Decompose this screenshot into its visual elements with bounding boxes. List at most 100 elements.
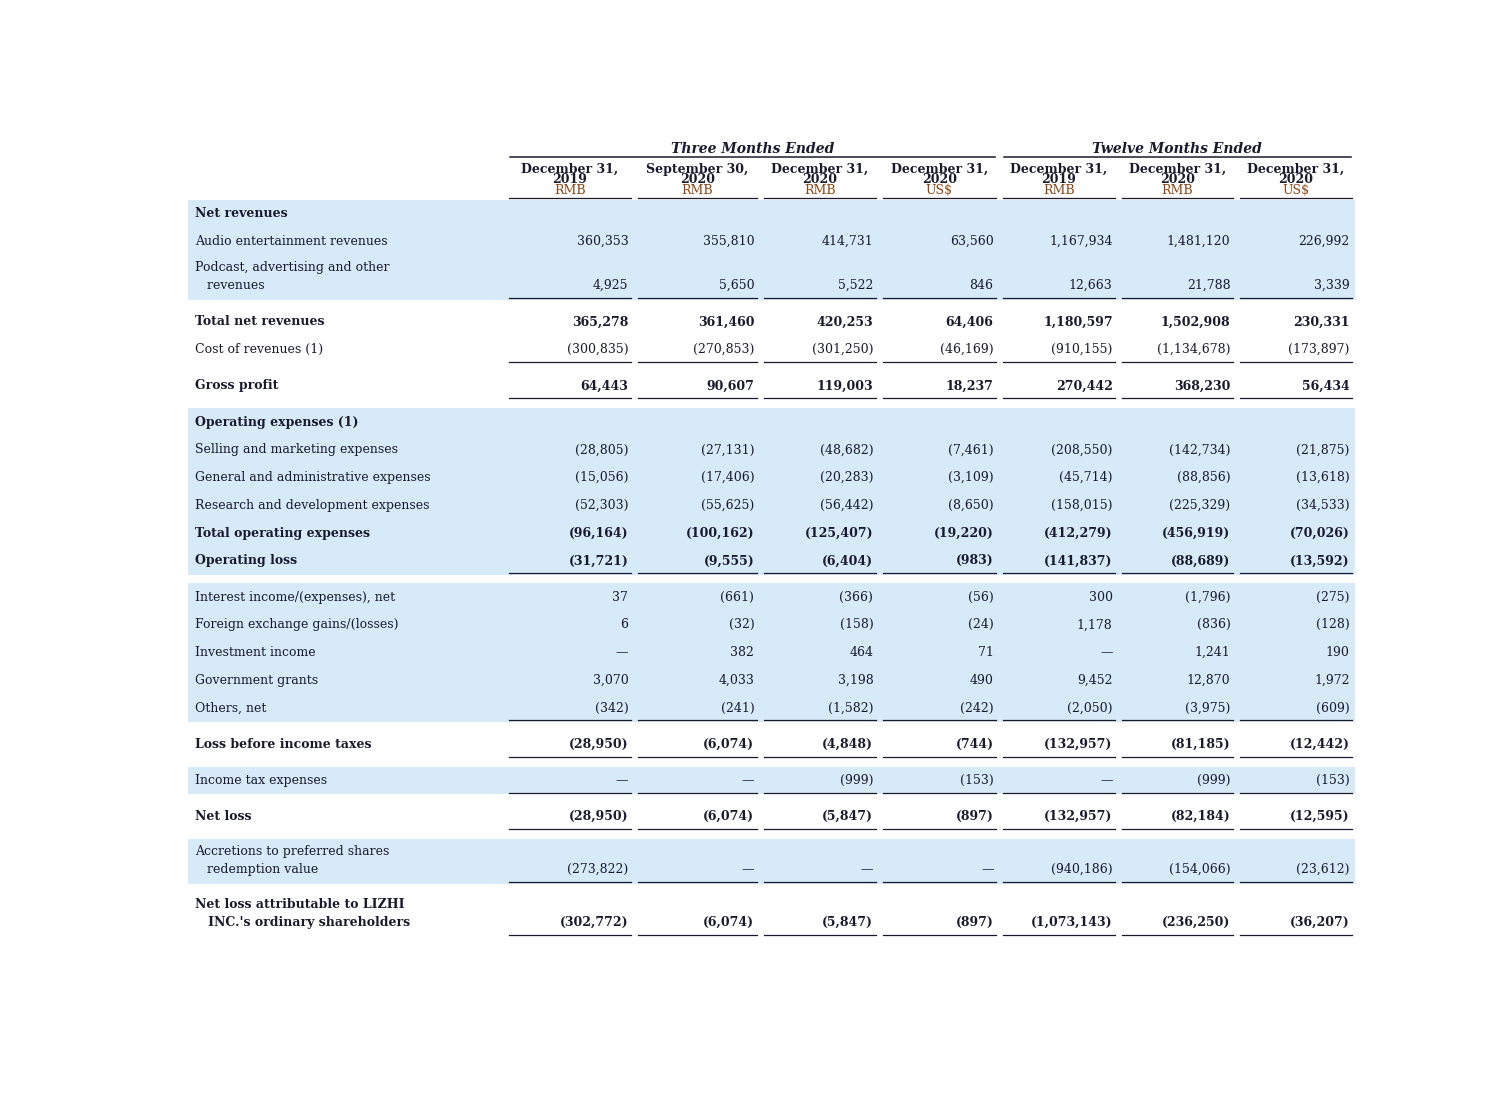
Bar [188, 892, 1355, 936]
Text: (910,155): (910,155) [1051, 344, 1113, 357]
Bar [188, 520, 1355, 547]
Text: Loss before income taxes: Loss before income taxes [196, 737, 372, 750]
Text: (4,848): (4,848) [822, 737, 873, 750]
Text: —: — [861, 863, 873, 876]
Text: Total net revenues: Total net revenues [196, 315, 325, 328]
Text: 5,522: 5,522 [837, 279, 873, 292]
Text: (28,950): (28,950) [569, 737, 628, 750]
Text: (142,734): (142,734) [1169, 443, 1230, 456]
Text: (6,074): (6,074) [703, 811, 755, 823]
Text: 382: 382 [730, 647, 755, 659]
Text: (12,595): (12,595) [1291, 811, 1349, 823]
Text: (836): (836) [1197, 618, 1230, 631]
Text: revenues: revenues [196, 279, 265, 292]
Text: (15,056): (15,056) [575, 472, 628, 485]
Text: (154,066): (154,066) [1169, 863, 1230, 876]
Text: Investment income: Investment income [196, 647, 316, 659]
Text: (273,822): (273,822) [568, 863, 628, 876]
Text: (28,950): (28,950) [569, 811, 628, 823]
Bar [188, 547, 1355, 574]
Text: 1,241: 1,241 [1194, 647, 1230, 659]
Text: —: — [742, 863, 755, 876]
Text: Audio entertainment revenues: Audio entertainment revenues [196, 234, 389, 247]
Text: (31,721): (31,721) [568, 555, 628, 568]
Text: (270,853): (270,853) [693, 344, 755, 357]
Text: Foreign exchange gains/(losses): Foreign exchange gains/(losses) [196, 618, 399, 631]
Text: (158,015): (158,015) [1051, 499, 1113, 512]
Text: Research and development expenses: Research and development expenses [196, 499, 429, 512]
Text: (275): (275) [1316, 591, 1349, 604]
Text: (1,796): (1,796) [1185, 591, 1230, 604]
Text: 64,443: 64,443 [580, 380, 628, 393]
Text: 365,278: 365,278 [572, 315, 628, 328]
Text: (70,026): (70,026) [1289, 526, 1349, 539]
Bar [188, 491, 1355, 520]
Text: (100,162): (100,162) [685, 526, 755, 539]
Bar [188, 767, 1355, 794]
Text: Twelve Months Ended: Twelve Months Ended [1092, 142, 1262, 156]
Text: (48,682): (48,682) [819, 443, 873, 456]
Text: (13,592): (13,592) [1291, 555, 1349, 568]
Text: (412,279): (412,279) [1044, 526, 1113, 539]
Text: (56): (56) [968, 591, 994, 604]
Bar [188, 695, 1355, 722]
Bar [188, 336, 1355, 363]
Text: (13,618): (13,618) [1295, 472, 1349, 485]
Text: 360,353: 360,353 [577, 234, 628, 247]
Text: (153): (153) [1316, 775, 1349, 787]
Text: Income tax expenses: Income tax expenses [196, 775, 327, 787]
Text: (3,975): (3,975) [1185, 701, 1230, 714]
Text: December 31,: December 31, [521, 163, 619, 176]
Text: RMB: RMB [554, 184, 586, 197]
Text: US$: US$ [926, 184, 953, 197]
Text: (153): (153) [959, 775, 994, 787]
Text: (2,050): (2,050) [1068, 701, 1113, 714]
Text: 12,663: 12,663 [1069, 279, 1113, 292]
Text: (12,442): (12,442) [1289, 737, 1349, 750]
Text: RMB: RMB [1161, 184, 1193, 197]
Text: (81,185): (81,185) [1170, 737, 1230, 750]
Text: December 31,: December 31, [1011, 163, 1107, 176]
Text: 3,339: 3,339 [1313, 279, 1349, 292]
Text: —: — [616, 775, 628, 787]
Text: (3,109): (3,109) [947, 472, 994, 485]
Text: 6: 6 [620, 618, 628, 631]
Text: 64,406: 64,406 [946, 315, 994, 328]
Text: US$: US$ [1283, 184, 1309, 197]
Text: 21,788: 21,788 [1187, 279, 1230, 292]
Text: 190: 190 [1325, 647, 1349, 659]
Text: —: — [616, 647, 628, 659]
Text: (128): (128) [1316, 618, 1349, 631]
Text: (6,074): (6,074) [703, 737, 755, 750]
Text: (28,805): (28,805) [575, 443, 628, 456]
Text: (999): (999) [1197, 775, 1230, 787]
Text: (36,207): (36,207) [1289, 916, 1349, 929]
Text: General and administrative expenses: General and administrative expenses [196, 472, 431, 485]
Text: December 31,: December 31, [771, 163, 869, 176]
Text: (19,220): (19,220) [934, 526, 994, 539]
Bar [188, 255, 1355, 300]
Text: (302,772): (302,772) [560, 916, 628, 929]
Text: (158): (158) [840, 618, 873, 631]
Text: Cost of revenues (1): Cost of revenues (1) [196, 344, 324, 357]
Text: (7,461): (7,461) [947, 443, 994, 456]
Text: (208,550): (208,550) [1051, 443, 1113, 456]
Text: 420,253: 420,253 [816, 315, 873, 328]
Text: —: — [742, 775, 755, 787]
Text: (55,625): (55,625) [702, 499, 755, 512]
Text: 230,331: 230,331 [1294, 315, 1349, 328]
Text: Operating loss: Operating loss [196, 555, 297, 568]
Bar [188, 464, 1355, 491]
Text: Others, net: Others, net [196, 701, 267, 714]
Bar [188, 435, 1355, 464]
Text: (301,250): (301,250) [812, 344, 873, 357]
Text: (52,303): (52,303) [575, 499, 628, 512]
Text: 490: 490 [970, 674, 994, 687]
Text: Operating expenses (1): Operating expenses (1) [196, 416, 358, 429]
Text: (173,897): (173,897) [1288, 344, 1349, 357]
Text: 119,003: 119,003 [816, 380, 873, 393]
Text: 361,460: 361,460 [697, 315, 755, 328]
Text: (132,957): (132,957) [1044, 811, 1113, 823]
Text: (34,533): (34,533) [1297, 499, 1349, 512]
Text: (132,957): (132,957) [1044, 737, 1113, 750]
